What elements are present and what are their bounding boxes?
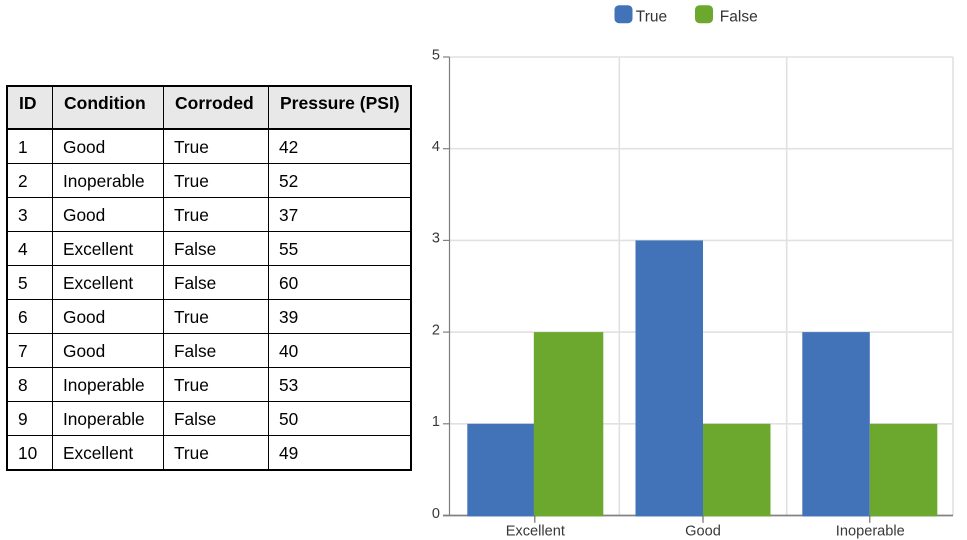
- svg-text:1: 1: [432, 414, 440, 430]
- svg-text:0: 0: [432, 506, 440, 522]
- svg-text:Excellent: Excellent: [506, 524, 565, 540]
- svg-text:Good: Good: [685, 524, 721, 540]
- svg-text:2: 2: [432, 322, 440, 338]
- svg-text:5: 5: [432, 47, 440, 63]
- svg-text:Inoperable: Inoperable: [836, 524, 905, 540]
- svg-text:True: True: [636, 9, 667, 26]
- svg-text:3: 3: [432, 231, 440, 247]
- svg-text:False: False: [720, 9, 758, 26]
- svg-text:4: 4: [432, 139, 440, 155]
